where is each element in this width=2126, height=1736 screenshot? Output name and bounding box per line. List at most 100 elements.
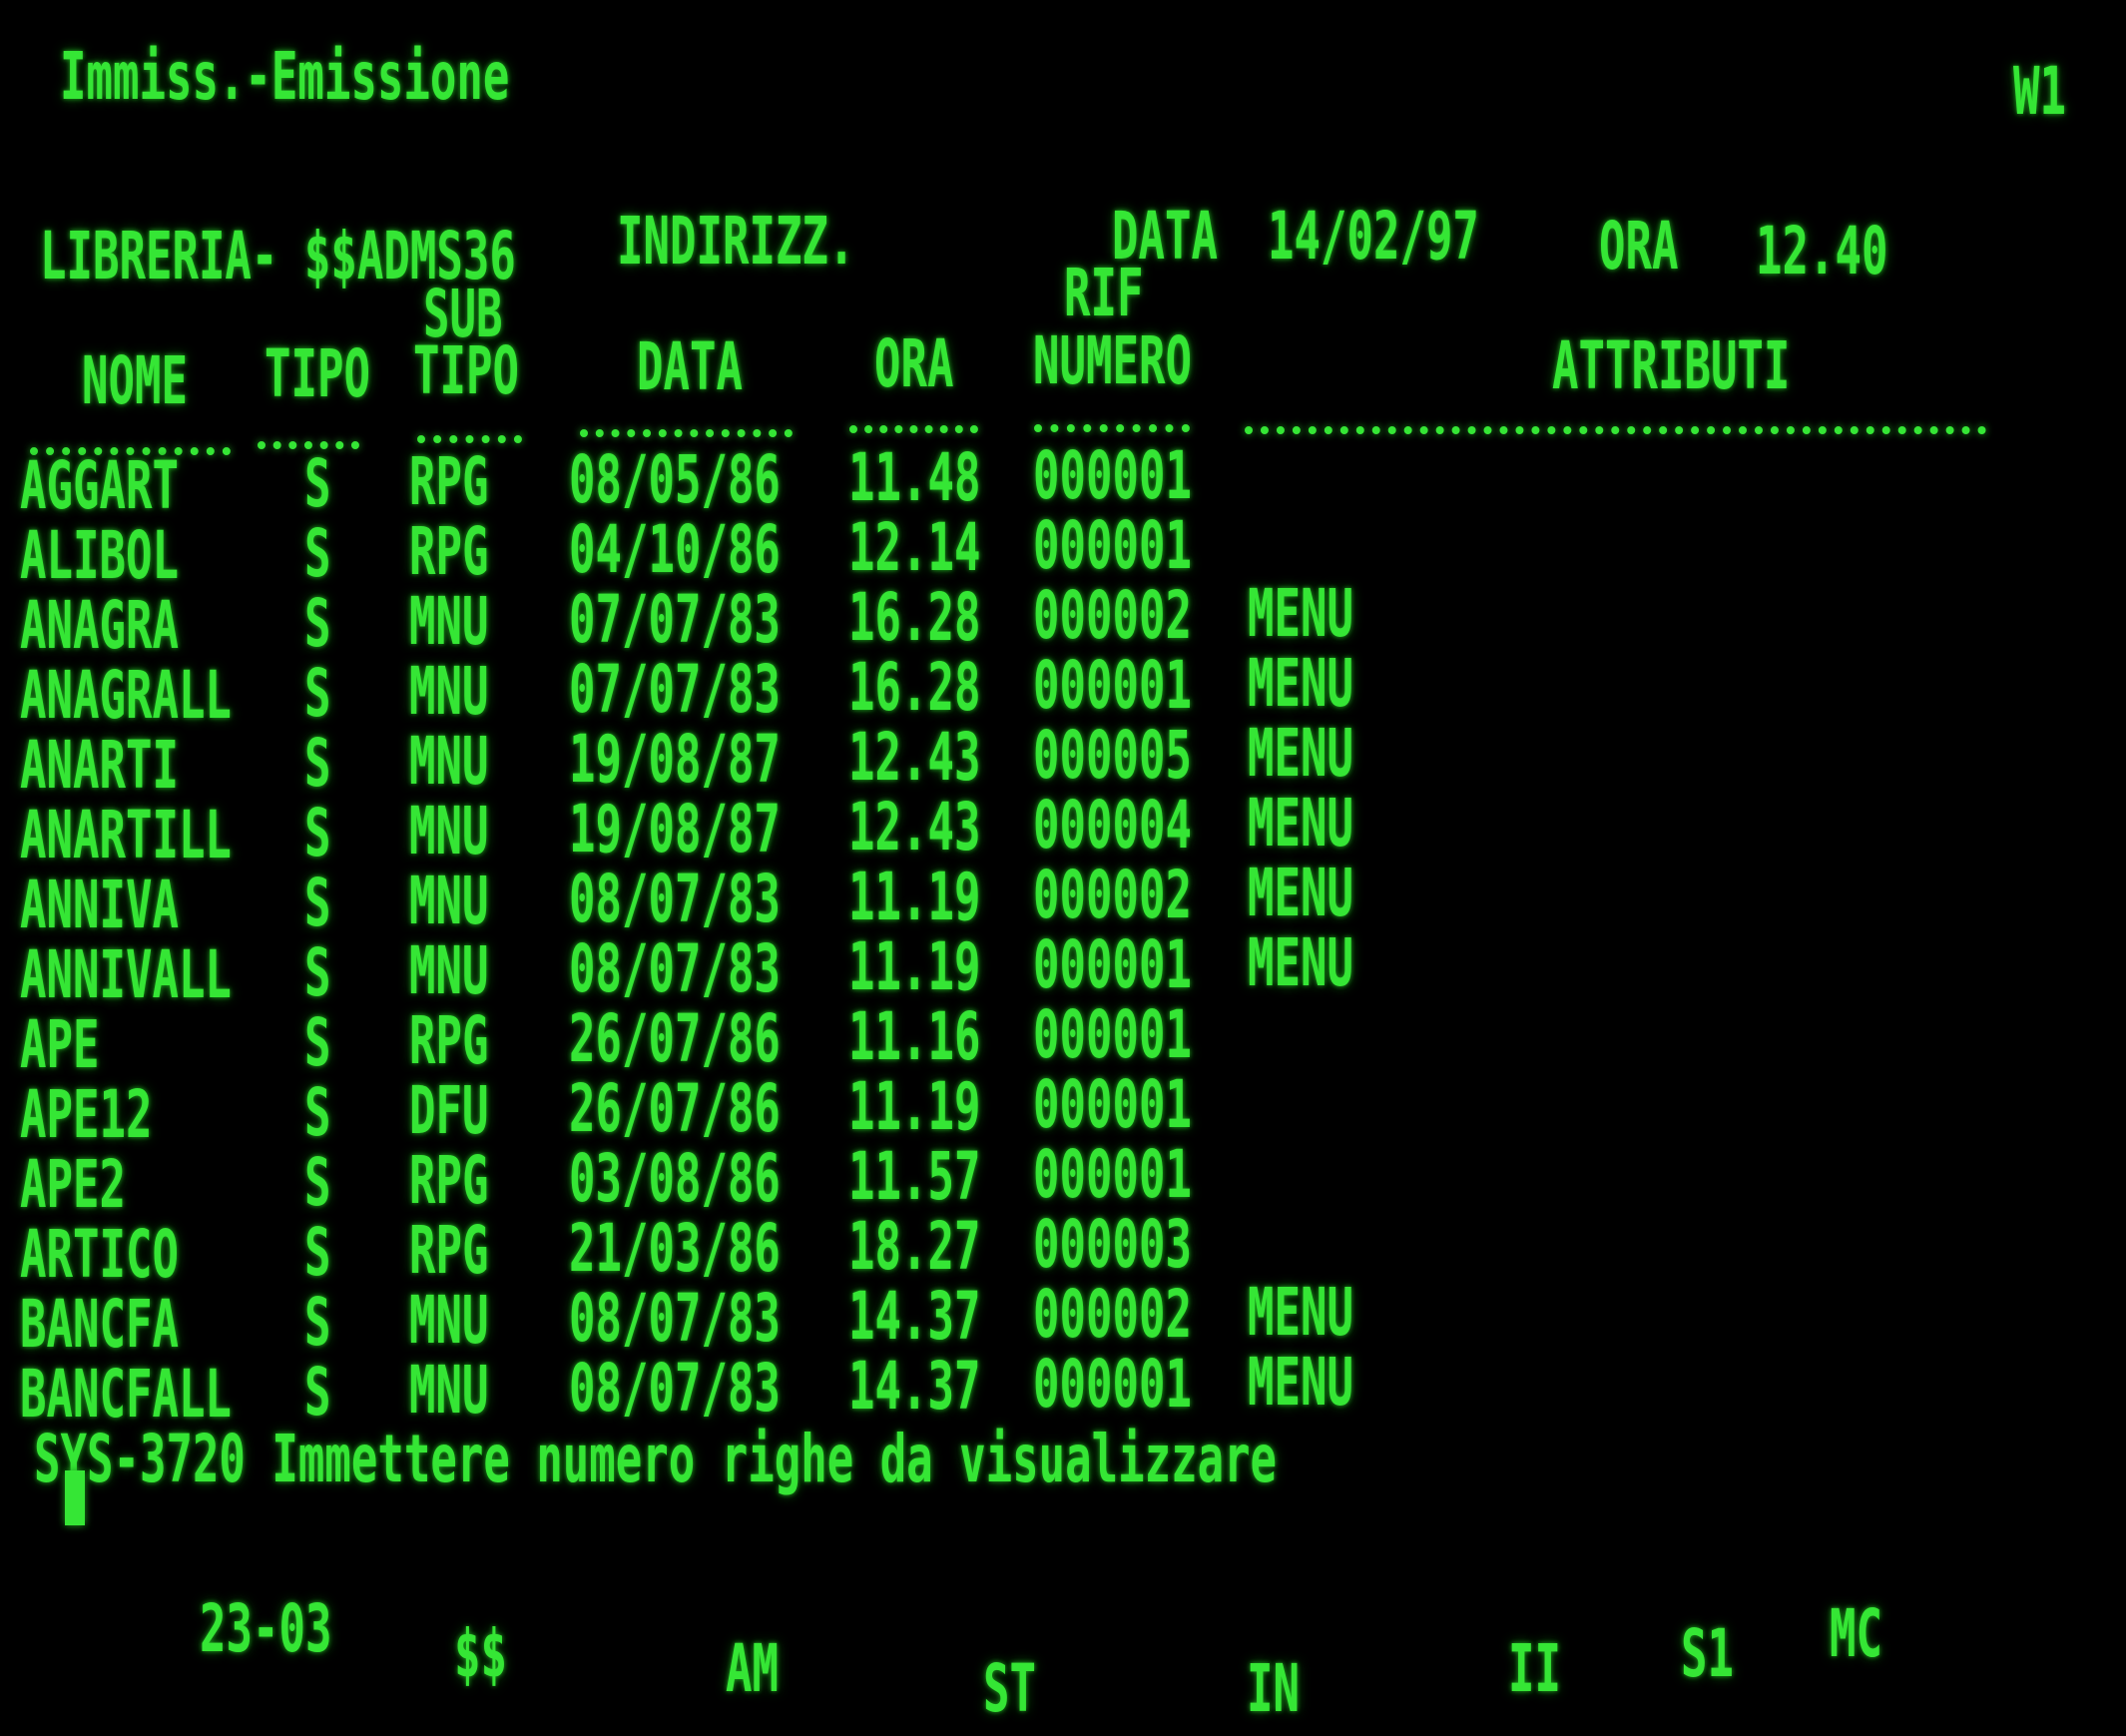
- window-id: W1: [2013, 54, 2066, 131]
- member-type: S: [304, 1145, 331, 1222]
- member-name: BANCFALL: [20, 1357, 232, 1434]
- member-subtype: MNU: [409, 584, 489, 661]
- status-indicator: ST: [983, 1651, 1036, 1728]
- date-value: 14/02/97: [1268, 199, 1479, 276]
- member-attributes: MENU: [1248, 1345, 1353, 1422]
- screen-title: Immiss.-Emissione: [60, 39, 510, 116]
- member-time: 12.43: [848, 720, 981, 797]
- member-date: 26/07/86: [569, 1071, 781, 1148]
- member-ref-number: 000001: [1033, 1347, 1192, 1424]
- member-name: ANNIVALL: [20, 937, 232, 1014]
- col-header-attributi: ATTRIBUTI: [1552, 328, 1791, 405]
- member-ref-number: 000004: [1033, 788, 1192, 865]
- member-ref-number: 000001: [1033, 1137, 1192, 1214]
- member-ref-number: 000001: [1033, 508, 1192, 585]
- member-ref-number: 000002: [1033, 578, 1192, 655]
- member-date: 21/03/86: [569, 1211, 781, 1288]
- member-name: AGGART: [20, 448, 179, 525]
- member-subtype: MNU: [409, 1283, 489, 1360]
- member-name: APE2: [20, 1147, 126, 1224]
- col-header-subtipo: TIPO: [413, 333, 519, 410]
- member-subtype: MNU: [409, 1353, 489, 1430]
- member-date: 19/08/87: [569, 722, 781, 799]
- member-time: 11.57: [848, 1139, 981, 1216]
- input-cursor[interactable]: [65, 1470, 85, 1525]
- mode-label: INDIRIZZ.: [617, 204, 855, 281]
- member-type: S: [304, 1005, 331, 1082]
- member-date: 08/07/83: [569, 1281, 781, 1358]
- member-attributes: MENU: [1248, 576, 1353, 653]
- member-type: S: [304, 516, 331, 593]
- status-indicator: MC: [1830, 1596, 1882, 1673]
- member-type: S: [304, 1215, 331, 1292]
- member-time: 16.28: [848, 650, 981, 727]
- divider: [258, 441, 359, 449]
- member-type: S: [304, 726, 331, 803]
- member-attributes: MENU: [1248, 646, 1353, 723]
- status-indicator: AM: [726, 1631, 779, 1708]
- member-ref-number: 000001: [1033, 997, 1192, 1074]
- member-subtype: RPG: [409, 444, 489, 521]
- member-name: ANARTI: [20, 728, 179, 805]
- member-type: S: [304, 1355, 331, 1432]
- member-time: 16.28: [848, 580, 981, 657]
- member-time: 11.19: [848, 860, 981, 936]
- member-date: 08/07/83: [569, 862, 781, 938]
- library-label: LIBRERIA- $$ADMS36: [40, 219, 516, 295]
- divider: [849, 425, 978, 433]
- date-label: DATA: [1112, 199, 1218, 276]
- member-subtype: MNU: [409, 794, 489, 870]
- time-value: 12.40: [1756, 214, 1888, 290]
- member-date: 07/07/83: [569, 582, 781, 659]
- member-type: S: [304, 586, 331, 663]
- member-type: S: [304, 866, 331, 942]
- member-ref-number: 000001: [1033, 927, 1192, 1004]
- member-date: 08/05/86: [569, 442, 781, 519]
- member-type: S: [304, 1285, 331, 1362]
- member-subtype: MNU: [409, 724, 489, 801]
- member-type: S: [304, 935, 331, 1012]
- member-subtype: MNU: [409, 654, 489, 731]
- member-name: ANAGRALL: [20, 658, 232, 735]
- member-time: 12.14: [848, 510, 981, 587]
- member-ref-number: 000001: [1033, 648, 1192, 725]
- member-subtype: DFU: [409, 1073, 489, 1150]
- member-name: ANNIVA: [20, 868, 179, 944]
- status-indicator: S1: [1681, 1616, 1734, 1693]
- member-time: 14.37: [848, 1279, 981, 1356]
- col-header-tipo: TIPO: [265, 336, 370, 413]
- member-time: 18.27: [848, 1209, 981, 1286]
- divider: [1034, 424, 1190, 432]
- col-header-numero: NUMERO: [1033, 323, 1192, 400]
- member-attributes: MENU: [1248, 1275, 1353, 1352]
- member-name: APE: [20, 1007, 100, 1084]
- col-sub-label: SUB: [423, 277, 503, 353]
- member-date: 08/07/83: [569, 1351, 781, 1428]
- member-subtype: RPG: [409, 1003, 489, 1080]
- member-ref-number: 000003: [1033, 1207, 1192, 1284]
- member-ref-number: 000002: [1033, 858, 1192, 934]
- divider: [1245, 426, 1986, 434]
- member-name: APE12: [20, 1077, 153, 1154]
- divider: [417, 435, 522, 443]
- member-attributes: MENU: [1248, 786, 1353, 863]
- member-subtype: RPG: [409, 514, 489, 591]
- col-header-data: DATA: [637, 329, 743, 406]
- system-message: SYS-3720 Immettere numero righe da visua…: [34, 1422, 1278, 1498]
- col-header-nome: NOME: [82, 343, 188, 420]
- member-name: ANARTILL: [20, 798, 232, 874]
- status-indicator: IN: [1247, 1651, 1300, 1728]
- member-date: 08/07/83: [569, 931, 781, 1008]
- member-type: S: [304, 796, 331, 872]
- member-subtype: MNU: [409, 864, 489, 940]
- member-attributes: MENU: [1248, 856, 1353, 932]
- member-time: 11.48: [848, 440, 981, 517]
- col-header-ora: ORA: [874, 326, 954, 403]
- member-time: 11.16: [848, 999, 981, 1076]
- member-attributes: MENU: [1248, 716, 1353, 793]
- status-indicator: II: [1508, 1631, 1561, 1708]
- member-date: 07/07/83: [569, 652, 781, 729]
- member-time: 12.43: [848, 790, 981, 867]
- status-indicator: 23-03: [200, 1591, 332, 1668]
- member-date: 03/08/86: [569, 1141, 781, 1218]
